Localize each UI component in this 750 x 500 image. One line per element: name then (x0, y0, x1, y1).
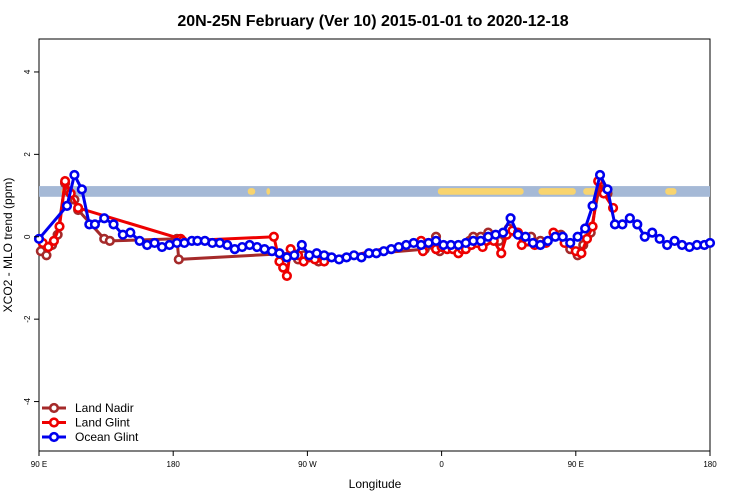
land-glint-point (576, 248, 587, 259)
legend-swatch-point (48, 417, 60, 428)
ocean-glint-point (704, 237, 716, 249)
land-segment (266, 188, 271, 195)
y-tick-label: -4 (23, 397, 32, 405)
ocean-glint-point (134, 235, 145, 246)
y-axis: -4 -2 0 2 4 (23, 69, 39, 405)
ocean-glint-point (76, 184, 87, 195)
ocean-glint-point (617, 219, 628, 230)
ocean-glint-point (520, 231, 531, 242)
legend-swatch-point (48, 431, 60, 443)
x-axis-label: Longitude (349, 477, 402, 491)
ocean-glint-point (149, 237, 160, 249)
land-glint-point (48, 235, 60, 246)
ocean-glint-point (61, 200, 73, 211)
ocean-glint-point (274, 248, 285, 259)
x-tick-label: 90 E (568, 460, 584, 469)
ocean-glint-point (565, 237, 576, 249)
land-glint-point (278, 262, 289, 273)
land-nadir-point (104, 235, 115, 246)
land-nadir-point (41, 250, 52, 261)
y-axis-label: XCO2 - MLO trend (ppm) (1, 178, 15, 313)
x-tick-label: 180 (703, 460, 717, 469)
land-glint-point (73, 202, 84, 214)
ocean-glint-point (498, 227, 509, 238)
ocean-glint-point (99, 213, 110, 224)
land-segment (247, 188, 256, 195)
ocean-glint-point (475, 235, 486, 246)
x-tick-label: 0 (439, 460, 444, 469)
ocean-glint-point (125, 227, 136, 238)
y-tick-label: -2 (23, 315, 32, 323)
ocean-glint-point (289, 250, 300, 261)
ocean-glint-point (356, 252, 367, 263)
x-tick-label: 90 E (31, 460, 47, 469)
ocean-glint-point (624, 213, 635, 224)
legend-swatch-point (48, 402, 60, 414)
ocean-glint-point (654, 233, 665, 244)
land-glint-point (581, 233, 593, 244)
land-glint-point (496, 248, 507, 259)
ocean-glint-point (557, 231, 568, 242)
x-tick-label: 90 W (298, 460, 317, 469)
ocean-glint-point (108, 219, 119, 230)
ocean-glint-point (647, 227, 658, 238)
ocean-glint-point (580, 223, 591, 234)
ocean-glint-point (69, 169, 80, 181)
legend-label: Ocean Glint (75, 430, 139, 444)
ocean-glint-point (89, 219, 101, 230)
land-glint-point (54, 221, 65, 232)
ocean-glint-point (587, 200, 598, 211)
legend-label: Land Nadir (75, 401, 134, 415)
ocean-glint-point (222, 239, 233, 251)
land-glint-point (516, 239, 527, 251)
chart-title: 20N-25N February (Ver 10) 2015-01-01 to … (177, 13, 568, 30)
land-segment (437, 188, 524, 195)
land-nadir-point (173, 254, 184, 265)
x-axis: 90 E 180 90 W 0 90 E 180 (31, 451, 717, 469)
ocean-glint-point (639, 231, 650, 242)
ocean-glint-point (33, 233, 45, 244)
ocean-glint-point (542, 235, 553, 246)
y-tick-label: 2 (23, 152, 32, 157)
land-glint-point (43, 241, 54, 253)
ocean-glint-point (632, 219, 643, 230)
x-tick-label: 180 (167, 460, 181, 469)
ocean-glint-point (505, 213, 516, 224)
y-tick-label: 4 (23, 69, 32, 74)
legend-item-ocean-glint: Ocean Glint (42, 430, 139, 444)
ocean-glint-point (296, 239, 307, 251)
land-glint-point (59, 176, 71, 187)
y-tick-label: 0 (23, 234, 32, 239)
land-segment (538, 188, 576, 195)
legend-label: Land Glint (75, 416, 130, 430)
ocean-glint-point (669, 235, 680, 246)
land-segment (665, 188, 677, 195)
ocean-glint-point (572, 231, 583, 242)
ocean-glint-point (430, 235, 442, 246)
land-glint-point (281, 270, 292, 282)
ocean-glint-point (662, 239, 673, 251)
legend-item-land-glint: Land Glint (42, 416, 130, 430)
series-layer (33, 169, 716, 282)
ocean-glint-point (602, 184, 613, 195)
ocean-band (39, 186, 710, 197)
legend-item-land-nadir: Land Nadir (42, 401, 134, 415)
ocean-glint-point (594, 169, 606, 181)
ocean-glint-point (535, 239, 546, 251)
land-glint-point (268, 231, 279, 242)
